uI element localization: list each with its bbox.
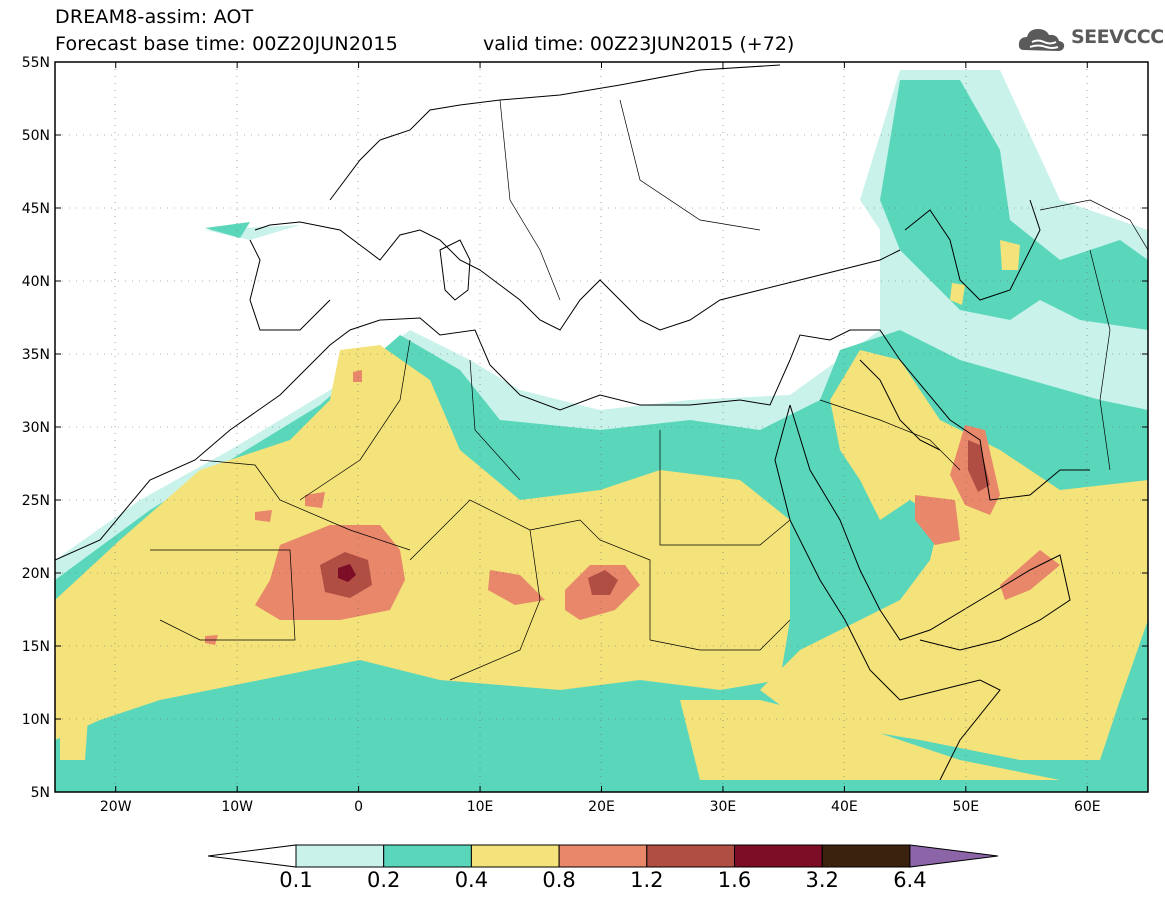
logo-text: SEEVCCC xyxy=(1071,26,1164,48)
lat-label-45N: 45N xyxy=(22,201,50,217)
legend-label-0.4: 0.4 xyxy=(454,868,489,892)
lat-label-20N: 20N xyxy=(22,566,50,582)
lon-label-30E: 30E xyxy=(710,799,737,815)
lon-label-40E: 40E xyxy=(831,799,858,815)
lat-label-35N: 35N xyxy=(22,347,50,363)
longitude-labels: 20W 10W 0 10E 20E 30E 40E 50E 60E xyxy=(100,799,1101,815)
forecast-base-time: Forecast base time: 00Z20JUN2015 xyxy=(55,33,398,55)
gridlines xyxy=(55,62,1148,792)
lon-label-20E: 20E xyxy=(588,799,615,815)
lat-label-30N: 30N xyxy=(22,420,50,436)
legend-label-1.6: 1.6 xyxy=(717,868,752,892)
lon-label-10W: 10W xyxy=(221,799,253,815)
legend-label-6.4: 6.4 xyxy=(893,868,927,892)
lon-label-10E: 10E xyxy=(467,799,494,815)
legend-label-0.8: 0.8 xyxy=(542,868,576,892)
lat-label-50N: 50N xyxy=(22,128,50,144)
lat-label-40N: 40N xyxy=(22,274,50,290)
lon-label-60E: 60E xyxy=(1074,799,1101,815)
lat-label-55N: 55N xyxy=(22,55,50,71)
lat-label-15N: 15N xyxy=(22,639,50,655)
aot-band-1.6 xyxy=(338,564,356,582)
lon-label-20W: 20W xyxy=(100,799,132,815)
lon-label-0: 0 xyxy=(354,799,363,815)
legend-label-3.2: 3.2 xyxy=(805,868,839,892)
lat-label-25N: 25N xyxy=(22,493,50,509)
coastlines xyxy=(55,64,1090,781)
legend-label-0.2: 0.2 xyxy=(366,868,401,892)
cloud-logo-icon xyxy=(1018,29,1065,51)
lat-label-10N: 10N xyxy=(22,712,50,728)
lat-label-5N: 5N xyxy=(31,785,50,801)
lon-label-50E: 50E xyxy=(952,799,979,815)
borders xyxy=(150,99,1148,681)
latitude-labels: 55N 50N 45N 40N 35N 30N 25N 20N 15N 10N 5N xyxy=(22,55,50,801)
legend-label-1.2: 1.2 xyxy=(630,868,664,892)
map-title: DREAM8-assim: AOT xyxy=(55,6,254,28)
valid-time: valid time: 00Z23JUN2015 (+72) xyxy=(483,33,795,55)
aot-band-0.4 xyxy=(55,240,1148,780)
legend-label-0.1: 0.1 xyxy=(279,868,313,892)
